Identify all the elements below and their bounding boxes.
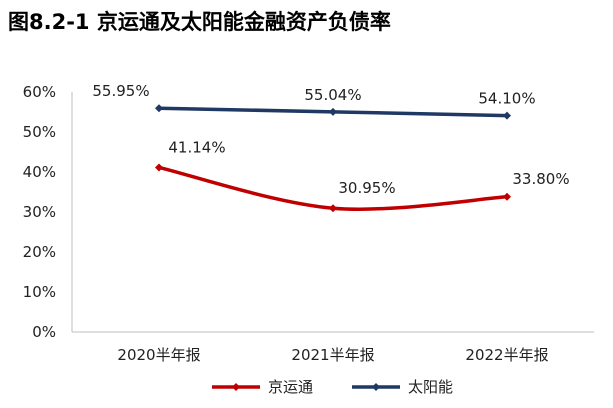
- data-labels: 41.14% 30.95% 33.80% 55.95% 55.04% 54.10%: [92, 82, 569, 197]
- data-point: [329, 204, 337, 213]
- data-point: [155, 104, 163, 113]
- y-tick-label: 30%: [23, 203, 56, 221]
- data-label: 54.10%: [478, 90, 535, 108]
- data-label: 41.14%: [168, 138, 225, 156]
- data-label: 30.95%: [338, 179, 395, 197]
- legend-marker: [232, 383, 240, 391]
- legend-label: 太阳能: [408, 378, 453, 396]
- y-tick-label: 50%: [23, 123, 56, 141]
- y-tick-label: 60%: [23, 83, 56, 101]
- legend-marker: [372, 383, 380, 391]
- series-lines: [155, 104, 511, 213]
- data-point: [155, 163, 163, 172]
- y-tick-label: 0%: [32, 323, 56, 341]
- x-tick-label: 2022半年报: [465, 346, 548, 364]
- y-axis: 0% 10% 20% 30% 40% 50% 60%: [23, 83, 73, 341]
- data-label: 55.04%: [304, 86, 361, 104]
- chart-title: 图8.2-1 京运通及太阳能金融资产负债率: [8, 10, 391, 34]
- x-tick-label: 2020半年报: [117, 346, 200, 364]
- data-point: [503, 192, 511, 201]
- y-tick-label: 10%: [23, 283, 56, 301]
- data-label: 55.95%: [92, 82, 149, 100]
- data-point: [329, 107, 337, 116]
- legend-label: 京运通: [268, 378, 313, 396]
- y-tick-label: 20%: [23, 243, 56, 261]
- data-label: 33.80%: [512, 170, 569, 188]
- y-tick-label: 40%: [23, 163, 56, 181]
- x-axis: 2020半年报 2021半年报 2022半年报: [72, 331, 594, 364]
- x-tick-label: 2021半年报: [291, 346, 374, 364]
- legend: 京运通 太阳能: [212, 378, 453, 396]
- series-line-1: [157, 165, 509, 211]
- data-point: [503, 111, 511, 120]
